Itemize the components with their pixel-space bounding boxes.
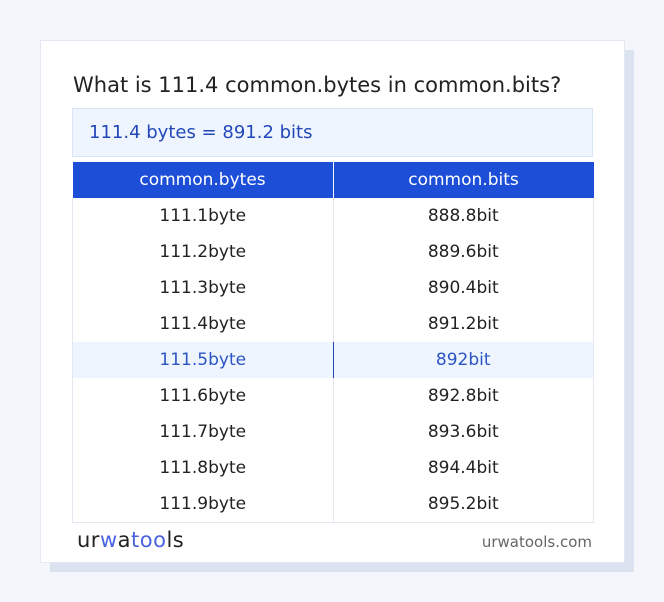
bits-cell: 892.8bit [332,378,594,414]
site-url: urwatools.com [481,533,592,551]
conversion-summary: 111.4 bytes = 891.2 bits [72,108,593,157]
bits-cell: 890.4bit [332,270,594,306]
bytes-cell: 111.5byte [72,342,334,378]
urwatools-logo: urwatools [77,528,185,552]
bytes-cell: 111.7byte [72,414,334,450]
bits-cell: 893.6bit [332,414,594,450]
table-row: 111.3byte 890.4bit [72,270,594,306]
table-row-highlighted: 111.5byte 892bit [72,342,594,378]
table-row: 111.8byte 894.4bit [72,450,594,486]
bits-cell: 892bit [332,342,594,378]
table-header-row: common.bytes common.bits [72,162,594,198]
bits-cell: 895.2bit [332,486,594,523]
table-row: 111.2byte 889.6bit [72,234,594,270]
table-row: 111.1byte 888.8bit [72,198,594,234]
bytes-cell: 111.9byte [72,486,334,523]
conversion-table: common.bytes common.bits 111.1byte 888.8b… [72,162,594,523]
page-title: What is 111.4 common.bytes in common.bit… [73,73,562,97]
table-row: 111.9byte 895.2bit [72,486,594,523]
bits-cell: 894.4bit [332,450,594,486]
conversion-card: What is 111.4 common.bytes in common.bit… [40,40,625,563]
table-row: 111.4byte 891.2bit [72,306,594,342]
bits-cell: 889.6bit [332,234,594,270]
bytes-cell: 111.3byte [72,270,334,306]
bits-cell: 891.2bit [332,306,594,342]
table-row: 111.6byte 892.8bit [72,378,594,414]
bytes-cell: 111.8byte [72,450,334,486]
bytes-cell: 111.4byte [72,306,334,342]
column-header-bytes: common.bytes [72,162,334,198]
bits-cell: 888.8bit [332,198,594,234]
column-header-bits: common.bits [333,162,594,198]
bytes-cell: 111.1byte [72,198,334,234]
table-row: 111.7byte 893.6bit [72,414,594,450]
bytes-cell: 111.2byte [72,234,334,270]
bytes-cell: 111.6byte [72,378,334,414]
summary-text: 111.4 bytes = 891.2 bits [89,122,313,143]
